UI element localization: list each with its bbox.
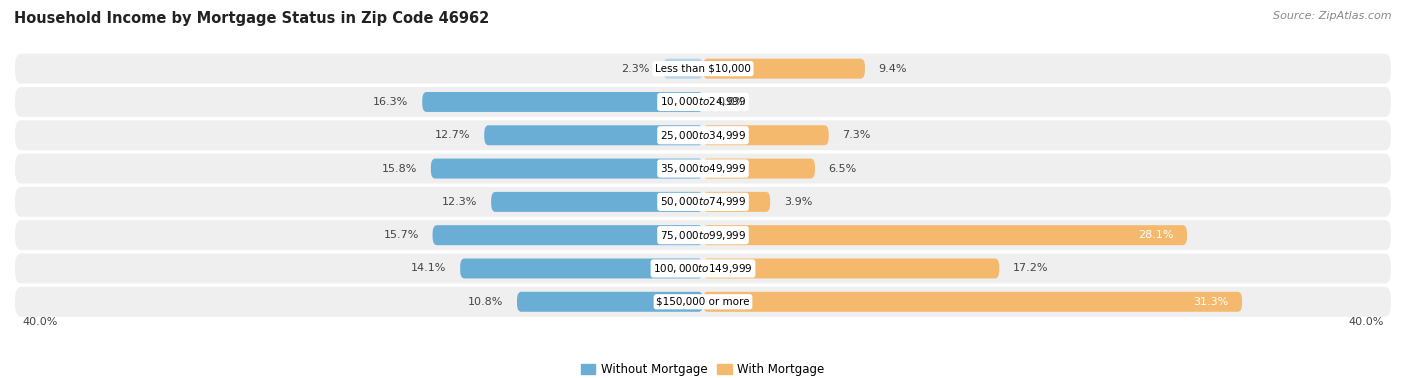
FancyBboxPatch shape: [14, 119, 1392, 151]
Text: $10,000 to $24,999: $10,000 to $24,999: [659, 96, 747, 108]
Text: $100,000 to $149,999: $100,000 to $149,999: [654, 262, 752, 275]
FancyBboxPatch shape: [703, 125, 828, 145]
Text: 12.3%: 12.3%: [441, 197, 478, 207]
Text: $75,000 to $99,999: $75,000 to $99,999: [659, 229, 747, 242]
FancyBboxPatch shape: [14, 286, 1392, 318]
Text: 28.1%: 28.1%: [1137, 230, 1173, 240]
FancyBboxPatch shape: [703, 259, 1000, 279]
Legend: Without Mortgage, With Mortgage: Without Mortgage, With Mortgage: [576, 358, 830, 378]
FancyBboxPatch shape: [491, 192, 703, 212]
Text: 10.8%: 10.8%: [468, 297, 503, 307]
Text: 15.7%: 15.7%: [384, 230, 419, 240]
FancyBboxPatch shape: [484, 125, 703, 145]
FancyBboxPatch shape: [14, 86, 1392, 118]
FancyBboxPatch shape: [703, 292, 1241, 312]
Text: 14.1%: 14.1%: [411, 263, 446, 273]
Text: Less than $10,000: Less than $10,000: [655, 64, 751, 74]
FancyBboxPatch shape: [14, 186, 1392, 218]
FancyBboxPatch shape: [14, 153, 1392, 184]
FancyBboxPatch shape: [517, 292, 703, 312]
Text: 6.5%: 6.5%: [828, 164, 858, 174]
Text: 0.0%: 0.0%: [717, 97, 745, 107]
Text: 16.3%: 16.3%: [373, 97, 409, 107]
Text: $150,000 or more: $150,000 or more: [657, 297, 749, 307]
FancyBboxPatch shape: [703, 192, 770, 212]
FancyBboxPatch shape: [433, 225, 703, 245]
Text: 40.0%: 40.0%: [22, 318, 58, 327]
FancyBboxPatch shape: [703, 159, 815, 178]
Text: $35,000 to $49,999: $35,000 to $49,999: [659, 162, 747, 175]
FancyBboxPatch shape: [703, 225, 1187, 245]
FancyBboxPatch shape: [703, 59, 865, 79]
Text: Source: ZipAtlas.com: Source: ZipAtlas.com: [1274, 11, 1392, 21]
FancyBboxPatch shape: [422, 92, 703, 112]
Text: 3.9%: 3.9%: [785, 197, 813, 207]
FancyBboxPatch shape: [430, 159, 703, 178]
FancyBboxPatch shape: [460, 259, 703, 279]
FancyBboxPatch shape: [664, 59, 703, 79]
Text: 40.0%: 40.0%: [1348, 318, 1384, 327]
Text: 9.4%: 9.4%: [879, 64, 907, 74]
Text: 2.3%: 2.3%: [621, 64, 650, 74]
Text: 15.8%: 15.8%: [381, 164, 418, 174]
FancyBboxPatch shape: [14, 253, 1392, 285]
Text: 7.3%: 7.3%: [842, 130, 870, 140]
Text: 12.7%: 12.7%: [434, 130, 471, 140]
Text: 31.3%: 31.3%: [1194, 297, 1229, 307]
Text: $50,000 to $74,999: $50,000 to $74,999: [659, 195, 747, 208]
Text: $25,000 to $34,999: $25,000 to $34,999: [659, 129, 747, 142]
FancyBboxPatch shape: [14, 219, 1392, 251]
Text: Household Income by Mortgage Status in Zip Code 46962: Household Income by Mortgage Status in Z…: [14, 11, 489, 26]
FancyBboxPatch shape: [14, 53, 1392, 85]
Text: 17.2%: 17.2%: [1012, 263, 1049, 273]
